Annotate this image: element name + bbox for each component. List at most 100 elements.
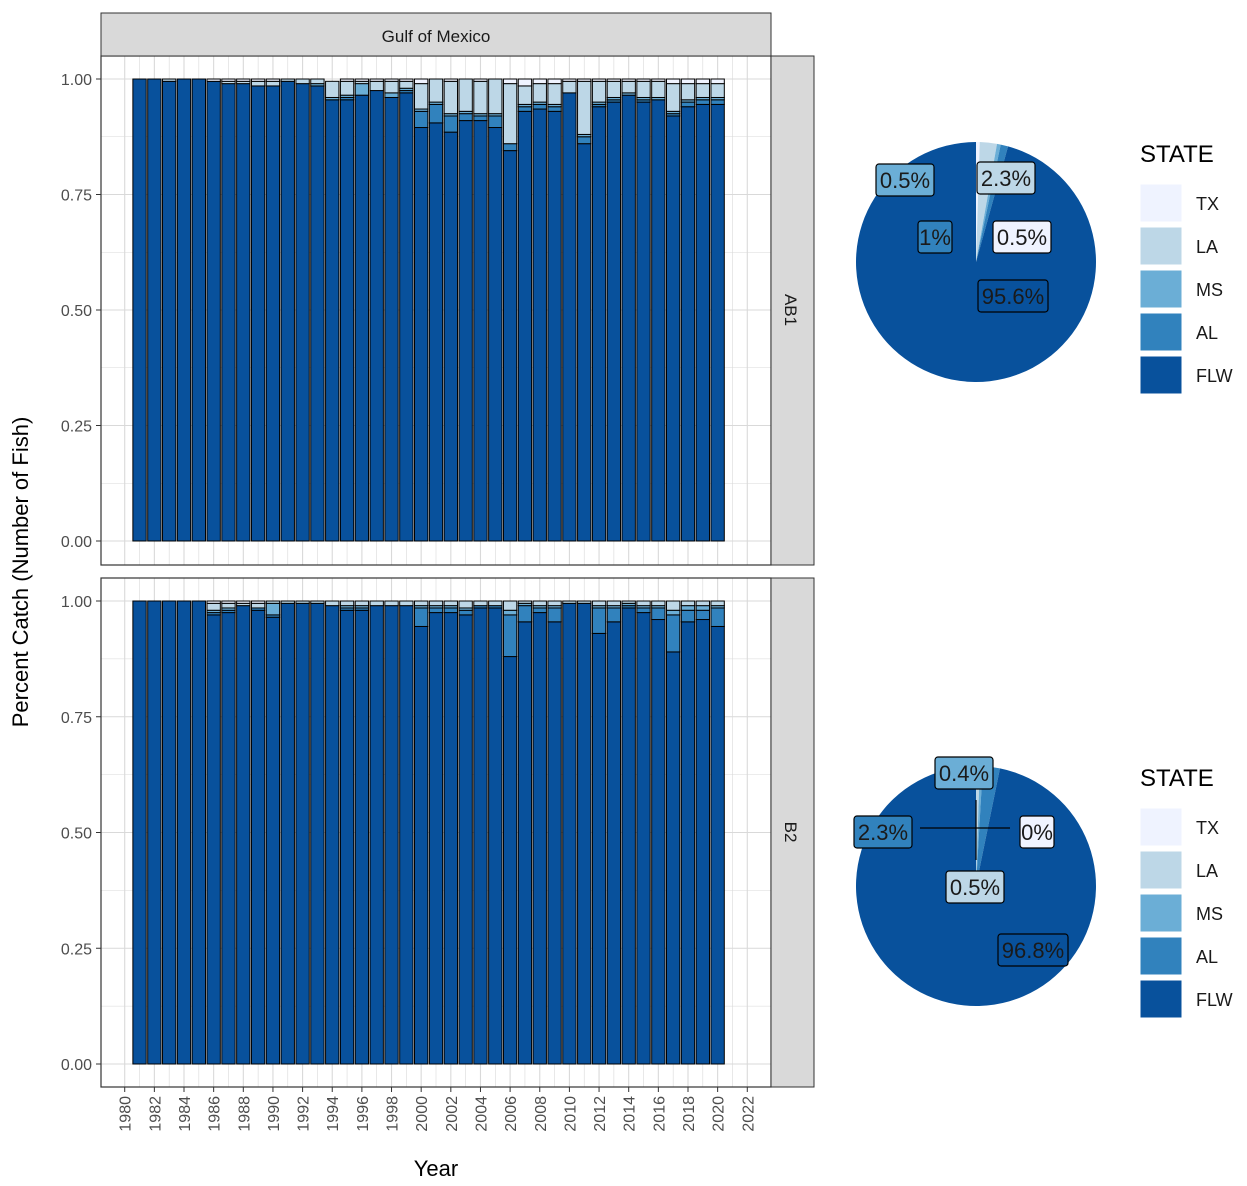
bar-segment-la bbox=[473, 80, 488, 115]
bar-segment-la bbox=[517, 600, 533, 604]
bar-segment-ms bbox=[354, 83, 370, 96]
bar-segment-la bbox=[606, 80, 622, 98]
bar-segment-al bbox=[532, 103, 547, 110]
x-tick-label: 1994 bbox=[325, 1096, 342, 1132]
bar-segment-tx bbox=[710, 78, 725, 85]
y-tick-label: 1.00 bbox=[61, 72, 92, 89]
bar-segment-flw bbox=[414, 625, 429, 1065]
bar-segment-flw bbox=[399, 92, 414, 542]
bar-segment-flw bbox=[621, 607, 636, 1065]
bar-segment-la bbox=[680, 83, 696, 101]
bar-segment-flw bbox=[280, 602, 295, 1065]
x-tick-label: 2010 bbox=[562, 1096, 579, 1132]
bar-segment-flw bbox=[695, 103, 710, 542]
legend-label: FLW bbox=[1196, 366, 1233, 386]
bar-segment-flw bbox=[236, 83, 251, 542]
bar-segment-tx bbox=[577, 78, 592, 82]
legend-label: AL bbox=[1196, 323, 1218, 343]
bar-segment-flw bbox=[414, 127, 429, 542]
pie-label: 96.8% bbox=[1002, 938, 1064, 963]
bar-segment-flw bbox=[236, 605, 251, 1065]
bar-segment-al bbox=[488, 115, 503, 129]
bar-segment-la bbox=[621, 80, 636, 94]
bar-segment-la bbox=[488, 600, 503, 607]
bar-segment-la bbox=[384, 80, 399, 94]
bar-segment-la bbox=[384, 600, 399, 607]
bar-segment-flw bbox=[532, 108, 547, 542]
bar-segment-al bbox=[458, 609, 473, 616]
legend-key-tx bbox=[1139, 807, 1183, 847]
bar-segment-tx bbox=[562, 78, 577, 82]
bar-segment-tx bbox=[621, 78, 636, 82]
y-tick-label: 0.25 bbox=[61, 941, 92, 958]
bar-segment-la bbox=[577, 80, 592, 135]
pie-label-box bbox=[934, 756, 994, 790]
x-tick-label: 2014 bbox=[622, 1096, 639, 1132]
bar-segment-al bbox=[458, 113, 473, 122]
bar-segment-flw bbox=[651, 619, 666, 1065]
bar-segment-al bbox=[577, 136, 592, 145]
pie-label: 2.3% bbox=[858, 820, 908, 845]
bar-segment-flw bbox=[502, 656, 518, 1065]
bar-segment-flw bbox=[458, 614, 473, 1065]
bar-segment-la bbox=[339, 80, 355, 96]
bar-segment-al bbox=[547, 607, 562, 623]
bar-segment-flw bbox=[221, 612, 236, 1065]
bar-segment-tx bbox=[206, 600, 221, 604]
pie-label-box bbox=[992, 220, 1052, 254]
bar-segment-flw bbox=[680, 621, 696, 1065]
bar-segment-flw bbox=[651, 99, 666, 542]
bar-segment-flw bbox=[250, 85, 266, 542]
bar-segment-la bbox=[695, 83, 710, 98]
legend-key-ms bbox=[1139, 893, 1183, 933]
legend-key-al bbox=[1139, 312, 1183, 352]
bar-segment-ms bbox=[680, 605, 696, 611]
bar-segment-la bbox=[532, 600, 547, 607]
bar-segment-la bbox=[488, 78, 503, 115]
bar-segment-flw bbox=[206, 80, 221, 542]
bar-segment-la bbox=[310, 78, 325, 85]
bar-segment-flw bbox=[547, 110, 562, 542]
bar-segment-la bbox=[354, 600, 370, 607]
x-tick-label: 2002 bbox=[444, 1096, 461, 1132]
legend-label: MS bbox=[1196, 280, 1223, 300]
bar-segment-flw bbox=[221, 83, 236, 542]
x-axis-title: Year bbox=[414, 1156, 458, 1181]
bar-segment-la bbox=[414, 600, 429, 607]
x-tick-label: 2008 bbox=[533, 1096, 550, 1132]
pie-label-box bbox=[976, 161, 1036, 195]
x-tick-label: 1980 bbox=[118, 1096, 135, 1132]
y-tick-label: 0.00 bbox=[61, 534, 92, 551]
facet-strip-top-label: Gulf of Mexico bbox=[382, 27, 491, 46]
bar-segment-flw bbox=[517, 621, 533, 1065]
bar-segment-al bbox=[636, 607, 651, 614]
bar-segment-flw bbox=[428, 122, 444, 542]
legends-layer: STATE TX LA MS AL FLW STATE TX LA MS AL FLW bbox=[1139, 141, 1233, 1019]
bar-segment-tx bbox=[680, 78, 696, 85]
bar-segment-flw bbox=[310, 85, 325, 542]
bar-segment-flw bbox=[354, 94, 370, 542]
bar-segment-flw bbox=[621, 94, 636, 542]
bar-segment-flw bbox=[517, 110, 533, 542]
bar-segment-flw bbox=[176, 78, 192, 542]
bar-segment-flw bbox=[443, 612, 458, 1065]
pie-label-box bbox=[977, 279, 1049, 313]
bar-segment-al bbox=[517, 106, 533, 112]
bar-segment-la bbox=[162, 78, 177, 82]
bar-segment-tx bbox=[591, 78, 607, 82]
bar-segment-la bbox=[562, 80, 577, 94]
pie-slice-flw bbox=[856, 142, 1097, 383]
bar-segment-flw bbox=[606, 101, 622, 542]
x-tick-label: 1986 bbox=[207, 1096, 224, 1132]
bar-segment-al bbox=[591, 607, 607, 634]
bar-segment-flw bbox=[325, 99, 340, 542]
bar-segment-flw bbox=[176, 600, 192, 1065]
bar-segment-flw bbox=[132, 78, 147, 542]
bar-segment-flw bbox=[606, 621, 622, 1065]
bar-segment-flw bbox=[399, 605, 414, 1065]
bar-segment-flw bbox=[488, 127, 503, 542]
bar-segment-tx bbox=[547, 78, 562, 85]
x-tick-label: 1992 bbox=[296, 1096, 313, 1132]
bar-segment-la bbox=[636, 80, 651, 98]
pie-label: 0.4% bbox=[939, 761, 989, 786]
